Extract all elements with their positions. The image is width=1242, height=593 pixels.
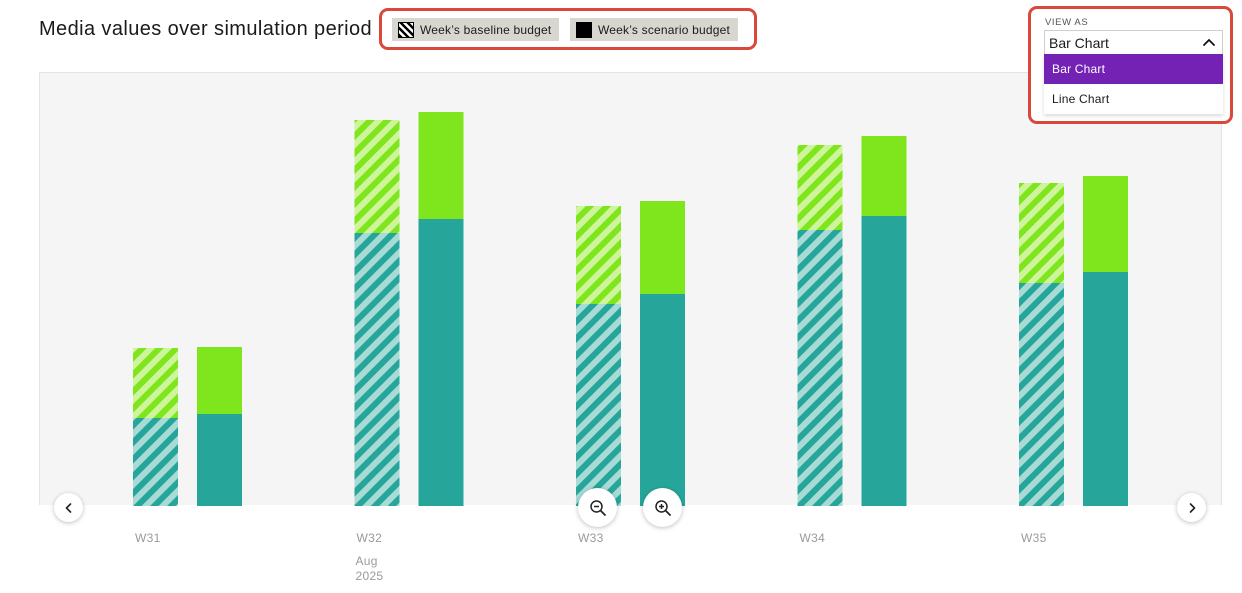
x-tick-label-w32: W32 (356, 531, 383, 545)
x-tick-label-w35: W35 (1021, 531, 1047, 545)
x-tick-label-w34: W34 (799, 531, 826, 545)
bar-scenario-lime-w32[interactable] (418, 112, 464, 219)
bar-baseline-lime-w35[interactable] (1019, 183, 1064, 283)
view-as-option-line-chart[interactable]: Line Chart (1052, 92, 1110, 106)
x-tick-label-w33: W33 (578, 531, 604, 545)
bar-scenario-teal-w31[interactable] (197, 414, 242, 506)
bar-baseline-lime-w32[interactable] (354, 120, 400, 233)
plot-area (39, 72, 1222, 506)
legend-item-baseline[interactable]: Week’s baseline budget (392, 18, 560, 41)
bar-baseline-lime-w31[interactable] (133, 348, 178, 418)
bar-chart (133, 112, 1128, 506)
next-button[interactable] (1177, 493, 1206, 522)
view-as-control: VIEW AS Bar Chart Bar Chart Line Chart (1028, 6, 1233, 124)
bar-baseline-teal-w32[interactable] (354, 233, 400, 506)
legend-scenario-label: Week’s scenario budget (598, 22, 731, 37)
bar-scenario-teal-w32[interactable] (418, 219, 464, 506)
bar-baseline-teal-w31[interactable] (133, 418, 178, 506)
bar-scenario-lime-w34[interactable] (861, 136, 907, 216)
x-sublabel-aug: Aug (355, 554, 378, 568)
view-as-selected-value: Bar Chart (1049, 35, 1109, 51)
bar-baseline-lime-w33[interactable] (576, 206, 621, 304)
bar-scenario-teal-w34[interactable] (861, 216, 907, 506)
hatched-swatch-icon (398, 21, 414, 38)
chevron-right-icon (1189, 502, 1195, 513)
bar-scenario-lime-w31[interactable] (197, 347, 242, 414)
bar-scenario-lime-w33[interactable] (640, 201, 685, 294)
chart-title: Media values over simulation period (39, 18, 373, 40)
legend: Week’s baseline budget Week’s scenario b… (379, 8, 757, 50)
view-as-label: VIEW AS (1045, 17, 1089, 28)
view-as-select[interactable]: Bar Chart (1044, 30, 1223, 55)
view-as-menu: Bar Chart Line Chart (1044, 54, 1223, 114)
chevron-left-icon (65, 502, 71, 513)
view-as-option-bar-chart[interactable]: Bar Chart (1044, 54, 1223, 84)
zoom-in-button[interactable] (643, 488, 682, 527)
bar-baseline-teal-w33[interactable] (576, 304, 621, 506)
prev-button[interactable] (54, 493, 83, 522)
legend-baseline-label: Week’s baseline budget (420, 22, 552, 37)
x-tick-label-w31: W31 (135, 531, 161, 545)
solid-swatch-icon (576, 21, 592, 38)
zoom-in-icon (654, 499, 671, 516)
bar-scenario-teal-w35[interactable] (1083, 272, 1128, 506)
zoom-out-icon (589, 499, 606, 516)
bar-scenario-lime-w35[interactable] (1083, 176, 1128, 272)
x-sublabel-2025: 2025 (355, 569, 384, 583)
chevron-up-icon (1203, 39, 1215, 46)
zoom-out-button[interactable] (578, 488, 617, 527)
bar-baseline-teal-w34[interactable] (797, 230, 843, 506)
bar-baseline-lime-w34[interactable] (797, 145, 843, 230)
bar-baseline-teal-w35[interactable] (1019, 283, 1064, 506)
legend-item-scenario[interactable]: Week’s scenario budget (570, 18, 739, 41)
bar-scenario-teal-w33[interactable] (640, 294, 685, 506)
